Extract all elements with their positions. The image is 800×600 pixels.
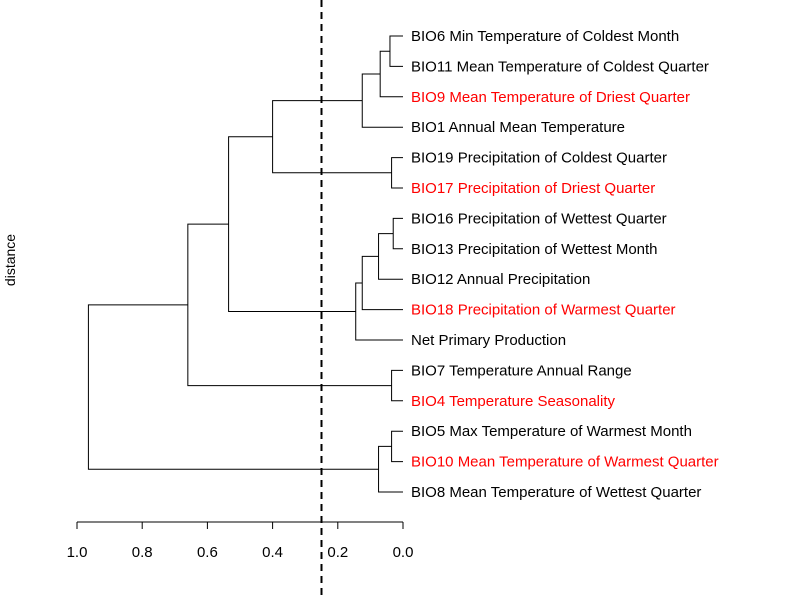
x-tick-label: 0.0	[393, 544, 414, 561]
leaf-label: Net Primary Production	[411, 332, 566, 349]
x-tick-label: 0.2	[327, 544, 348, 561]
leaf-label: BIO16 Precipitation of Wettest Quarter	[411, 210, 667, 227]
leaf-label: BIO11 Mean Temperature of Coldest Quarte…	[411, 58, 709, 75]
leaf-label: BIO10 Mean Temperature of Warmest Quarte…	[411, 454, 719, 471]
branch-m5	[272, 100, 392, 174]
leaf-label: BIO8 Mean Temperature of Wettest Quarter	[411, 484, 701, 501]
leaf-label: BIO18 Precipitation of Warmest Quarter	[411, 302, 676, 319]
branch-m15	[87, 304, 379, 470]
leaf-label: BIO17 Precipitation of Driest Quarter	[411, 180, 655, 197]
leaf-label: BIO12 Annual Precipitation	[411, 271, 590, 288]
leaf-label: BIO7 Temperature Annual Range	[411, 362, 632, 379]
branch-m10	[228, 136, 356, 312]
leaf-label: BIO5 Max Temperature of Warmest Month	[411, 423, 692, 440]
branch-m3	[361, 73, 403, 128]
dendrogram-branches	[87, 35, 403, 493]
y-axis-label: distance	[2, 234, 18, 286]
x-tick-label: 0.4	[262, 544, 283, 561]
branch-m9	[355, 282, 403, 341]
branch-m8	[361, 255, 403, 311]
x-tick-label: 1.0	[67, 544, 88, 561]
branch-m13	[391, 430, 403, 463]
branch-m1	[389, 35, 403, 67]
branch-m6	[392, 217, 403, 250]
x-tick-label: 0.8	[132, 544, 153, 561]
leaf-label: BIO1 Annual Mean Temperature	[411, 119, 625, 136]
branch-m12	[187, 223, 392, 387]
leaf-labels: BIO6 Min Temperature of Coldest Month BIO…	[411, 28, 719, 501]
branch-m14	[378, 445, 403, 493]
leaf-label: BIO6 Min Temperature of Coldest Month	[411, 28, 679, 45]
branch-m7	[378, 233, 403, 280]
leaf-label: BIO13 Precipitation of Wettest Month	[411, 241, 658, 258]
x-axis: 1.0 0.8 0.6 0.4 0.2 0.0	[67, 521, 414, 561]
leaf-label: BIO4 Temperature Seasonality	[411, 393, 616, 410]
leaf-label: BIO19 Precipitation of Coldest Quarter	[411, 150, 667, 167]
branch-m11	[391, 369, 403, 402]
leaf-label: BIO9 Mean Temperature of Driest Quarter	[411, 89, 690, 106]
x-tick-label: 0.6	[197, 544, 218, 561]
branch-m4	[391, 157, 403, 189]
branch-m2	[379, 50, 403, 98]
